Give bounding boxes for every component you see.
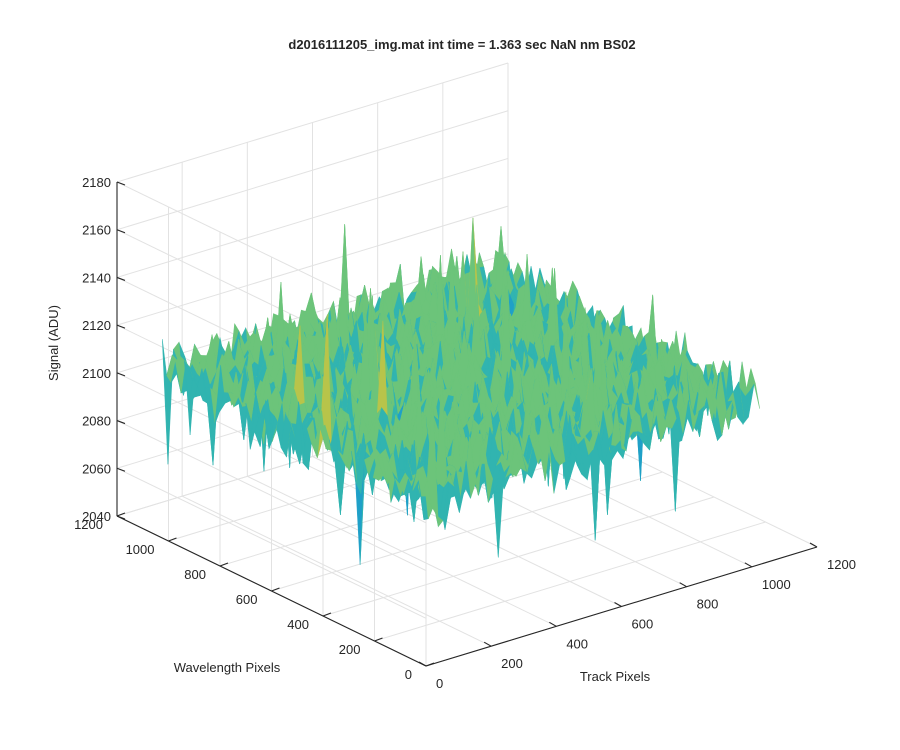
z-tick-label: 2160 [82, 223, 111, 238]
grid-line [374, 521, 766, 642]
z-tick-mark [116, 276, 126, 281]
x-tick-mark [744, 562, 753, 568]
y-tick-mark [219, 562, 229, 567]
surface-patch [421, 479, 432, 507]
y-tick-mark [116, 512, 126, 517]
y-tick-mark [425, 662, 435, 667]
z-tick-mark [116, 420, 126, 425]
x-axis-title: Track Pixels [580, 669, 651, 684]
y-tick-mark [271, 587, 280, 592]
x-tick-label: 0 [436, 676, 443, 691]
x-tick-mark [483, 641, 492, 647]
y-tick-mark [374, 637, 383, 642]
x-tick-label: 200 [501, 656, 523, 671]
y-tick-label: 600 [236, 592, 258, 607]
z-tick-label: 2040 [82, 509, 111, 524]
z-tick-mark [116, 372, 126, 377]
y-tick-label: 1200 [74, 517, 103, 532]
z-tick-label: 2120 [82, 318, 111, 333]
chart-title: d2016111205_img.mat int time = 1.363 sec… [288, 37, 635, 52]
z-tick-label: 2140 [82, 270, 111, 285]
z-tick-mark [116, 467, 126, 472]
y-tick-label: 1000 [126, 542, 155, 557]
x-tick-label: 600 [632, 617, 654, 632]
z-tick-mark [116, 515, 126, 520]
x-tick-mark [679, 582, 687, 588]
x-tick-mark [549, 621, 557, 627]
z-tick-label: 2060 [82, 461, 111, 476]
y-tick-mark [168, 537, 177, 542]
y-tick-label: 0 [405, 667, 412, 682]
y-axis-title: Wavelength Pixels [174, 660, 281, 675]
y-tick-label: 200 [339, 642, 361, 657]
tick-labels: 2040 2060 2080 2100 2120 2140 2160 2180 0 200 400 6… [74, 175, 856, 691]
z-tick-mark [116, 181, 126, 186]
x-tick-label: 400 [566, 636, 588, 651]
y-tick-mark [322, 612, 332, 617]
z-tick-label: 2180 [82, 175, 111, 190]
surface-mesh [162, 217, 760, 565]
grid-line [322, 496, 715, 617]
z-tick-mark [116, 324, 126, 329]
axes-lines [116, 181, 818, 667]
x-tick-label: 1000 [762, 577, 791, 592]
y-tick-label: 400 [287, 617, 309, 632]
x-tick-mark [614, 602, 622, 607]
z-tick-label: 2100 [82, 366, 111, 381]
x-tick-mark [809, 542, 818, 548]
x-tick-label: 800 [697, 597, 719, 612]
z-tick-label: 2080 [82, 414, 111, 429]
x-tick-label: 1200 [827, 557, 856, 572]
y-tick-label: 800 [184, 567, 206, 582]
x-tick-mark [418, 661, 427, 667]
z-axis-title: Signal (ADU) [46, 305, 61, 381]
z-tick-mark [116, 229, 126, 234]
